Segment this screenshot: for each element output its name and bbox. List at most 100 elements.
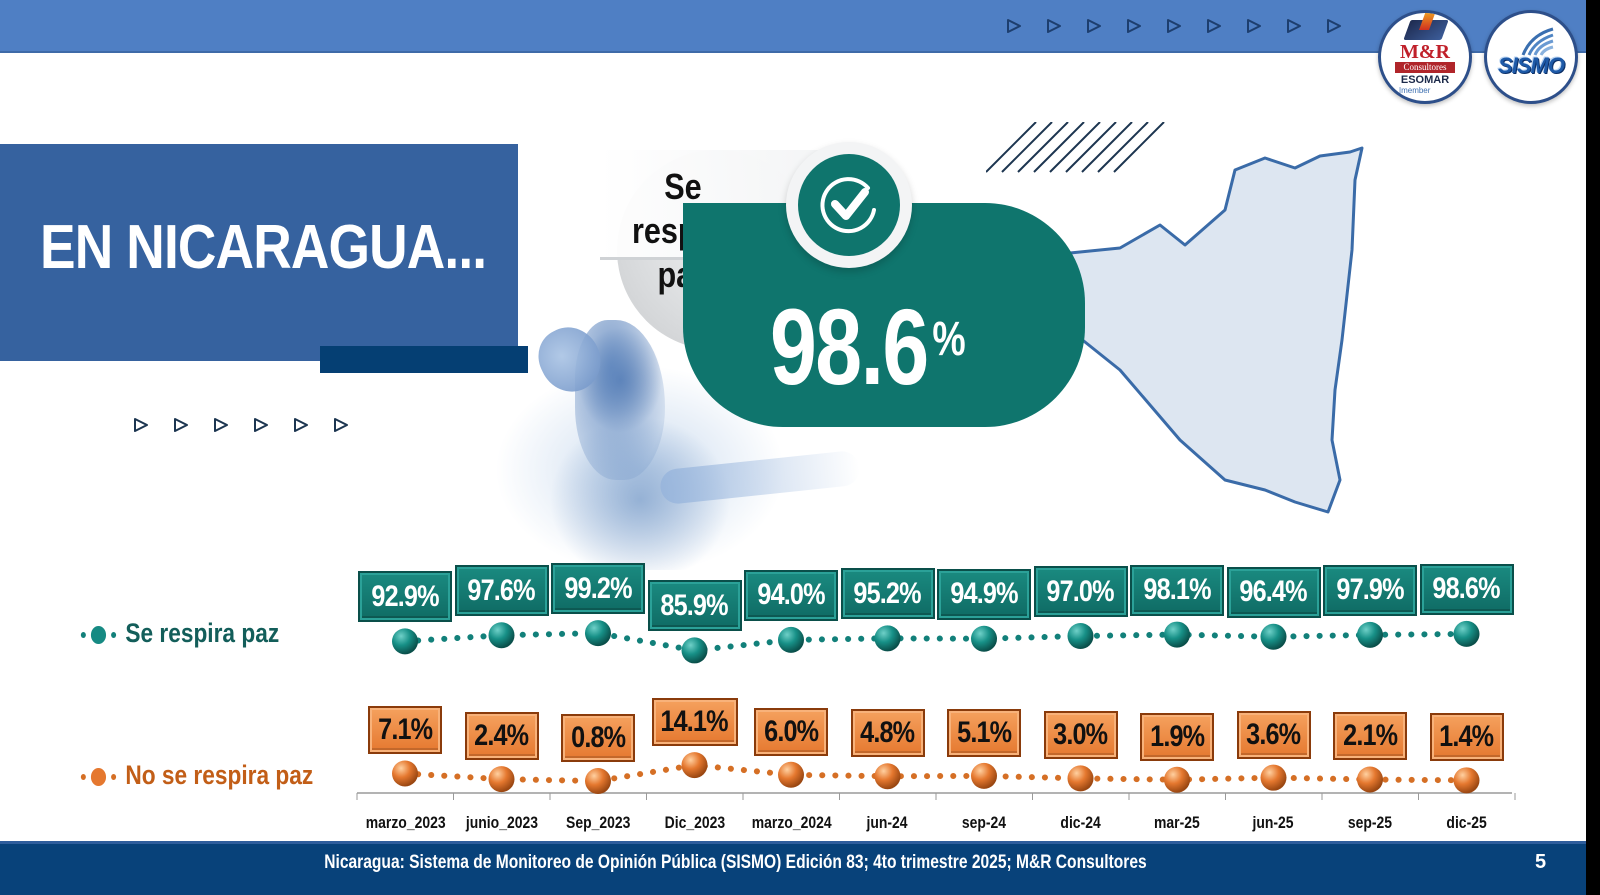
no-se-respira-paz-data-label: 5.1% xyxy=(947,708,1021,757)
play-arrow-icon xyxy=(1087,19,1101,33)
x-axis-label: sep-24 xyxy=(961,813,1007,832)
sismo-logo: SISMO xyxy=(1484,10,1578,104)
se-respira-paz-line xyxy=(402,630,1470,654)
x-axis-label: marzo_2024 xyxy=(751,813,832,832)
no-se-respira-paz-data-label: 6.0% xyxy=(754,707,828,756)
nicaragua-map xyxy=(1068,146,1364,514)
se-respira-paz-marker xyxy=(874,625,901,652)
se-respira-paz-marker xyxy=(585,620,611,647)
se-respira-paz-data-label: 97.6% xyxy=(454,565,549,617)
footer-bar xyxy=(0,841,1586,895)
x-axis-label: junio_2023 xyxy=(465,813,538,832)
legend-yes-label: Se respira paz xyxy=(125,618,280,648)
title-arrow-decoration xyxy=(132,416,350,434)
signal-waves-icon xyxy=(1521,27,1554,56)
mr-consultores-logo: M&R Consultores ESOMAR |member xyxy=(1378,10,1472,104)
no-se-respira-paz-marker xyxy=(1067,765,1094,792)
se-respira-paz-marker xyxy=(488,622,515,649)
logo-esomar: ESOMAR xyxy=(1400,74,1450,86)
x-axis-label: marzo_2023 xyxy=(365,813,446,832)
play-arrow-icon xyxy=(294,418,308,432)
highlight-value: 98.6% xyxy=(770,285,966,402)
x-axis-label: jun-25 xyxy=(1252,813,1295,832)
x-axis-label: mar-25 xyxy=(1154,813,1200,832)
se-respira-paz-data-label: 98.6% xyxy=(1419,563,1514,615)
logo-sismo-title: SISMO xyxy=(1498,53,1565,78)
se-respira-paz-marker xyxy=(392,628,418,655)
se-respira-paz-data-label: 85.9% xyxy=(647,580,742,632)
no-se-respira-paz-marker xyxy=(392,760,418,787)
play-arrow-icon xyxy=(134,418,148,432)
no-se-respira-paz-marker xyxy=(1260,764,1287,791)
teal-marker-icon xyxy=(80,625,117,644)
se-respira-paz-data-label: 97.0% xyxy=(1033,566,1128,617)
orange-marker-icon xyxy=(80,767,117,786)
se-respira-paz-data-label: 92.9% xyxy=(358,571,452,623)
se-respira-paz-data-label: 97.9% xyxy=(1323,564,1417,616)
no-se-respira-paz-data-label: 2.1% xyxy=(1333,712,1407,761)
logo-mr-subtitle: Consultores xyxy=(1395,62,1455,73)
se-respira-paz-marker xyxy=(1453,620,1480,647)
play-arrow-icon xyxy=(254,418,268,432)
play-arrow-icon xyxy=(1047,19,1061,33)
se-respira-paz-marker xyxy=(971,625,997,652)
x-axis-label: sep-25 xyxy=(1347,813,1393,832)
se-respira-paz-data-label: 98.1% xyxy=(1130,564,1224,616)
footer-source-text: Nicaragua: Sistema de Monitoreo de Opini… xyxy=(323,852,1147,873)
play-arrow-icon xyxy=(1007,19,1021,33)
no-se-respira-paz-marker xyxy=(874,763,901,790)
x-axis-label: Sep_2023 xyxy=(565,813,631,832)
se-respira-paz-marker xyxy=(1067,623,1094,649)
x-axis-label: dic-25 xyxy=(1446,813,1487,832)
logo-member: |member xyxy=(1399,86,1431,95)
highlight-number: 98.6 xyxy=(770,285,929,407)
play-arrow-icon xyxy=(1327,19,1341,33)
play-arrow-icon xyxy=(1287,19,1301,33)
right-edge xyxy=(1586,0,1600,895)
page-title: EN NICARAGUA... xyxy=(40,213,487,282)
check-circle-icon xyxy=(820,177,876,234)
no-se-respira-paz-marker xyxy=(1453,767,1480,794)
se-respira-paz-marker xyxy=(1164,621,1190,648)
no-se-respira-paz-marker xyxy=(1164,766,1190,793)
no-se-respira-paz-data-label: 1.9% xyxy=(1140,712,1214,761)
no-se-respira-paz-data-label: 2.4% xyxy=(464,712,539,761)
no-se-respira-paz-data-label: 4.8% xyxy=(850,709,925,758)
top-bar xyxy=(0,0,1586,53)
no-se-respira-paz-data-label: 3.0% xyxy=(1043,711,1118,760)
se-respira-paz-marker xyxy=(778,626,804,653)
logo-mr-title: M&R xyxy=(1400,41,1450,63)
legend-no-label: No se respira paz xyxy=(125,760,314,790)
se-respira-paz-marker xyxy=(1260,623,1287,650)
x-axis-label: jun-24 xyxy=(866,813,909,832)
play-arrow-icon xyxy=(334,418,348,432)
footer-source: Nicaragua: Sistema de Monitoreo de Opini… xyxy=(0,852,1470,874)
no-se-respira-paz-data-label: 3.6% xyxy=(1236,710,1311,759)
se-respira-paz-data-label: 94.9% xyxy=(937,568,1031,620)
page-number: 5 xyxy=(1535,851,1547,873)
trend-chart xyxy=(356,620,1516,800)
x-axis-label: Dic_2023 xyxy=(664,813,725,832)
highlight-unit: % xyxy=(932,313,965,366)
no-se-respira-paz-data-label: 14.1% xyxy=(651,698,738,747)
no-se-respira-paz-marker xyxy=(681,752,708,779)
se-respira-paz-data-label: 99.2% xyxy=(551,563,645,615)
top-arrow-decoration xyxy=(1005,17,1343,35)
no-se-respira-paz-data-label: 1.4% xyxy=(1429,713,1504,762)
se-respira-paz-data-label: 96.4% xyxy=(1226,566,1321,618)
legend-no-se-respira-paz: No se respira paz xyxy=(80,760,313,791)
se-respira-paz-marker xyxy=(1357,621,1383,648)
no-se-respira-paz-line xyxy=(402,762,1470,785)
legend-se-respira-paz: Se respira paz xyxy=(80,618,279,649)
no-se-respira-paz-marker xyxy=(778,761,804,788)
play-arrow-icon xyxy=(174,418,188,432)
play-arrow-icon xyxy=(1127,19,1141,33)
x-axis-label: dic-24 xyxy=(1060,813,1101,832)
no-se-respira-paz-marker xyxy=(488,766,515,793)
no-se-respira-paz-marker xyxy=(585,768,611,795)
no-se-respira-paz-data-label: 0.8% xyxy=(561,714,635,763)
se-respira-paz-data-label: 95.2% xyxy=(840,568,935,620)
play-arrow-icon xyxy=(214,418,228,432)
check-badge xyxy=(786,142,912,268)
